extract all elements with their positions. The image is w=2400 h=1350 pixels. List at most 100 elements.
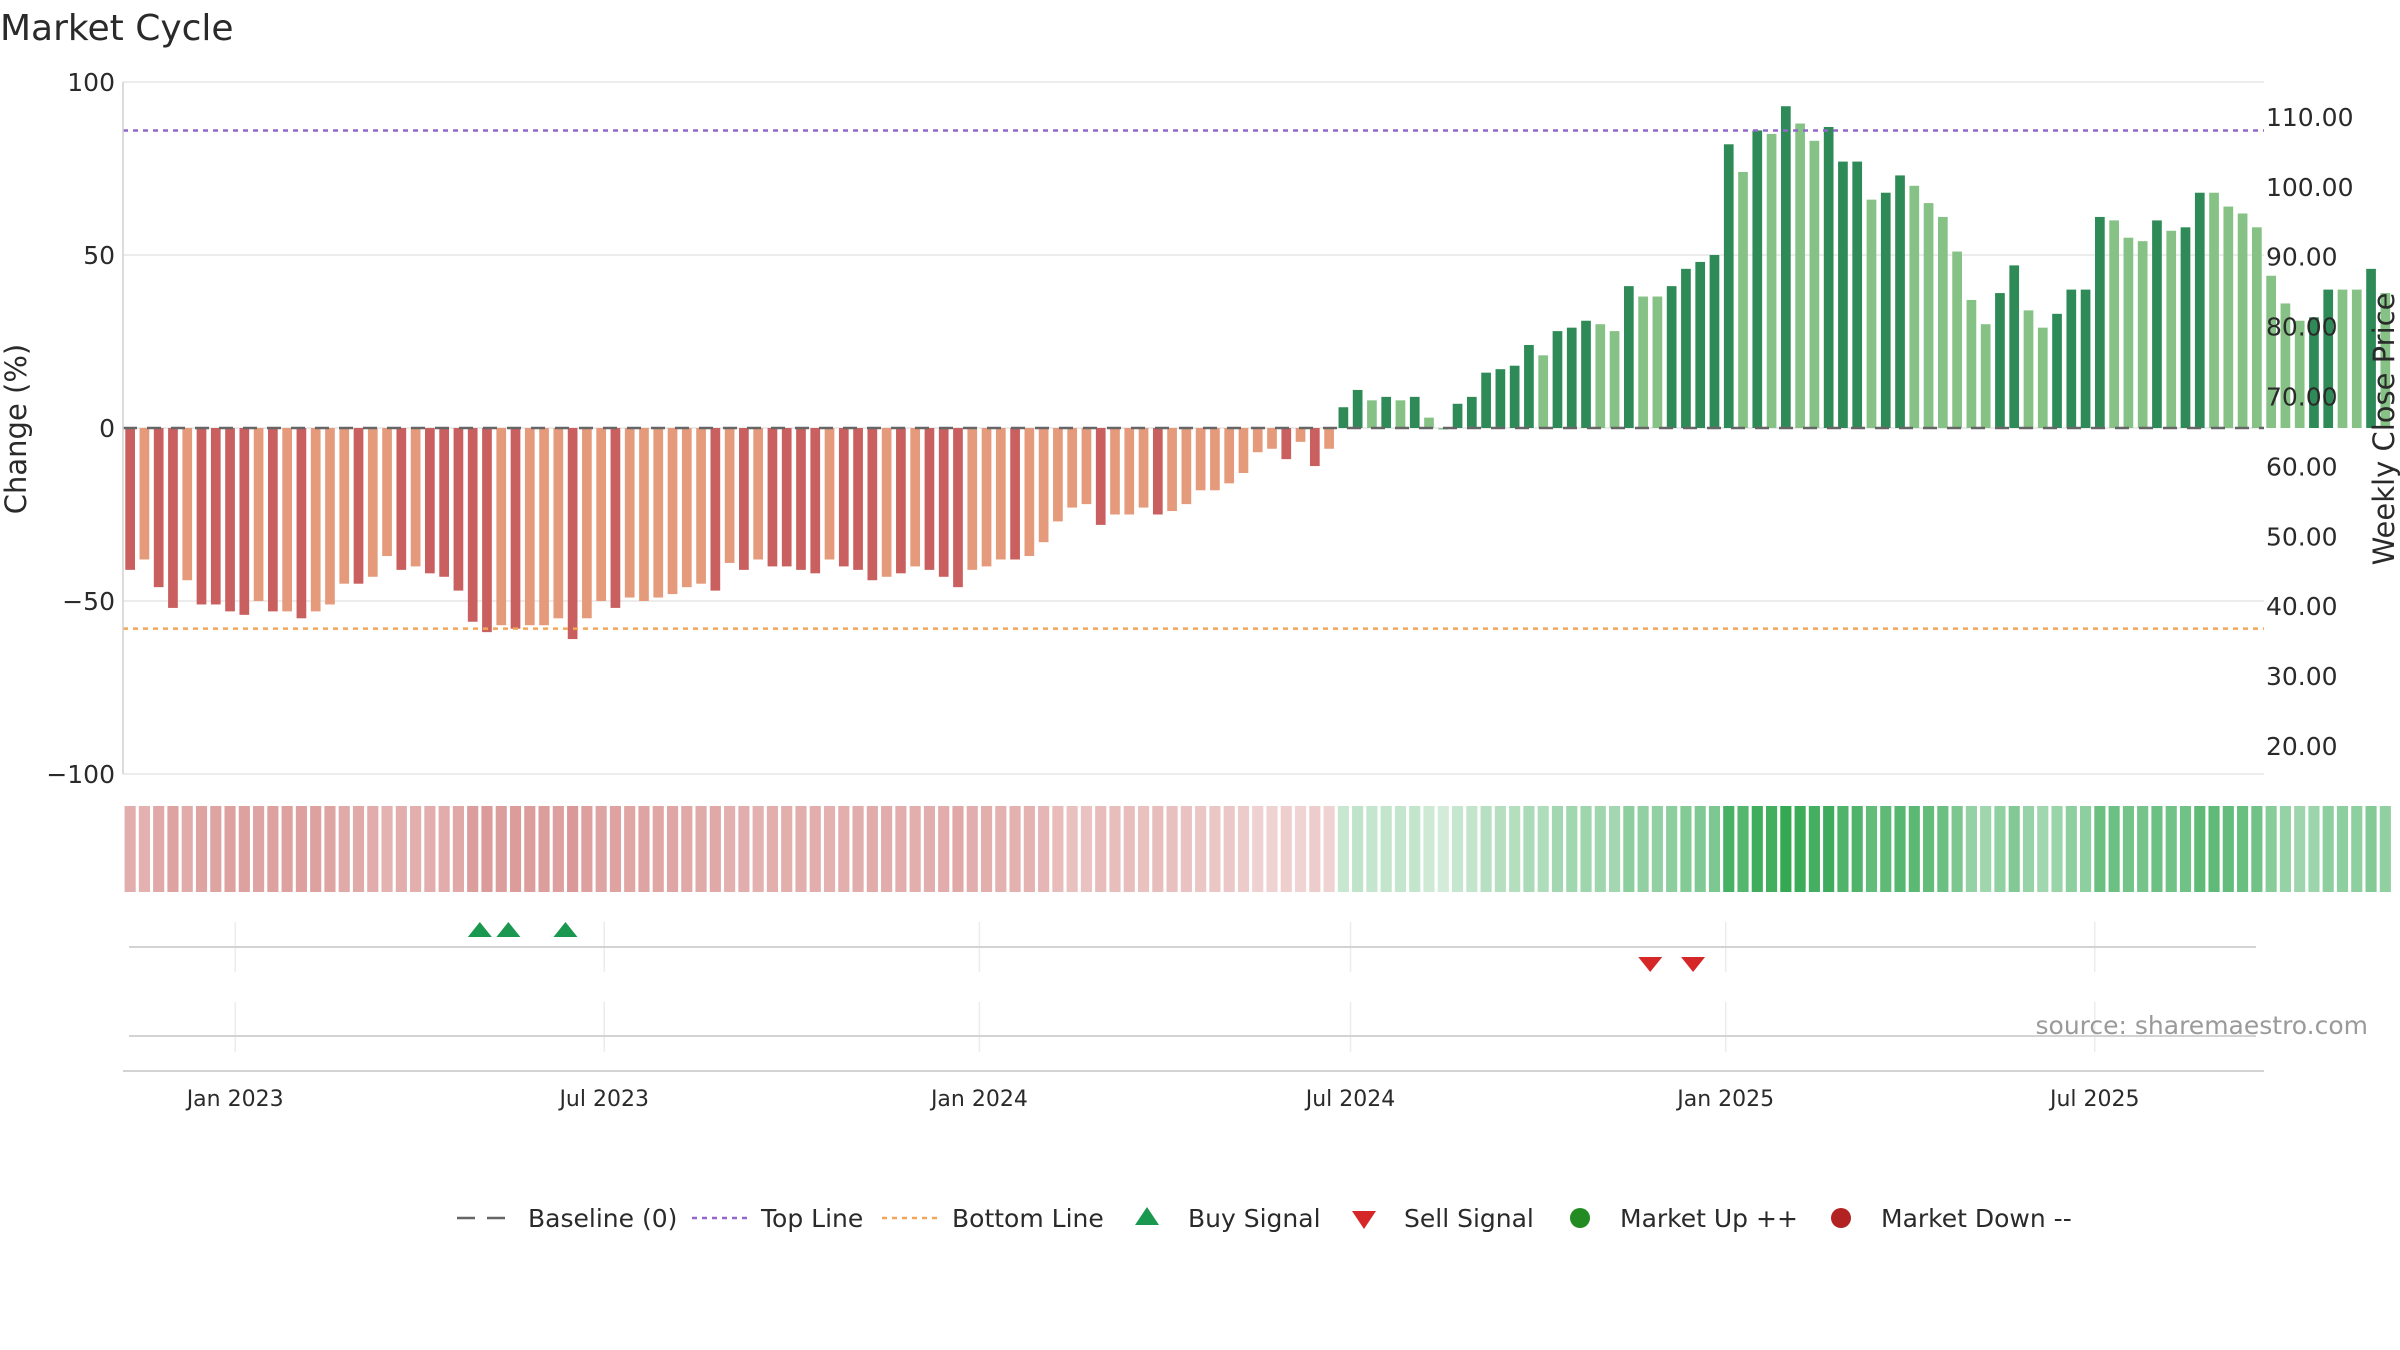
change-bar <box>1152 428 1163 515</box>
change-bar <box>953 428 963 588</box>
change-bar <box>796 428 806 570</box>
change-bar <box>396 428 407 570</box>
change-bar <box>1167 428 1177 512</box>
legend-item-market-up: Market Up ++ <box>1570 1204 1798 1233</box>
change-bar <box>1395 400 1406 428</box>
buy-signal-icon <box>1135 1207 1159 1225</box>
legend-item-bottom-line: Bottom Line <box>882 1204 1104 1233</box>
change-bar <box>582 428 592 619</box>
heat-cell <box>1437 806 1449 892</box>
change-bar <box>2123 237 2134 428</box>
heat-cell <box>295 806 307 892</box>
change-bar <box>1609 331 1620 428</box>
change-bar <box>696 428 706 584</box>
change-bar <box>710 428 721 591</box>
change-bar <box>196 428 207 605</box>
change-bar <box>439 428 450 577</box>
change-bar <box>2309 317 2319 428</box>
heat-cell <box>1637 806 1649 892</box>
change-bar <box>1352 389 1363 428</box>
heat-cell <box>167 806 179 892</box>
heat-cell <box>1052 806 1064 892</box>
change-bar <box>1723 144 1734 428</box>
heat-cell <box>1323 806 1335 892</box>
change-bar <box>1623 286 1634 428</box>
change-bar <box>510 428 521 629</box>
heat-cell <box>1965 806 1977 892</box>
heat-cell <box>995 806 1007 892</box>
heat-cell <box>1908 806 1920 892</box>
change-bar <box>1024 428 1035 557</box>
heat-cell <box>1723 806 1735 892</box>
legend-label: Market Down -- <box>1881 1204 2072 1233</box>
heat-cell <box>2279 806 2291 892</box>
change-bar <box>268 428 278 612</box>
heat-cell <box>666 806 679 892</box>
change-bar <box>482 428 492 633</box>
heat-cell <box>395 806 407 892</box>
heat-cell <box>238 806 250 892</box>
heat-cell <box>1109 806 1121 892</box>
heat-cell <box>1851 806 1863 892</box>
heat-cell <box>538 806 550 892</box>
heat-cell <box>124 806 136 892</box>
y2-tick-label: 50.00 <box>2266 522 2338 551</box>
heat-cell <box>2165 806 2177 892</box>
y-tick-label: −100 <box>46 760 115 789</box>
heat-cell <box>324 806 336 892</box>
change-bar <box>739 428 749 570</box>
heat-cell <box>1209 806 1221 892</box>
heat-cell <box>1195 806 1207 892</box>
heat-cell <box>1409 806 1421 892</box>
change-bar <box>2237 213 2248 428</box>
change-bar <box>681 428 692 588</box>
change-bar <box>867 428 878 581</box>
change-bar <box>2223 206 2234 428</box>
heat-cell <box>766 806 779 892</box>
heat-cell <box>1994 806 2006 892</box>
heat-cell <box>795 806 807 892</box>
heat-cell <box>481 806 493 892</box>
change-bar <box>1295 428 1306 442</box>
heat-cell <box>1751 806 1763 892</box>
y-tick-label: 100 <box>67 68 115 97</box>
change-bar <box>1595 324 1606 428</box>
chart-title: Market Cycle <box>0 8 234 49</box>
heat-cell <box>2094 806 2106 892</box>
change-bar <box>653 428 664 598</box>
legend-label: Bottom Line <box>952 1204 1104 1233</box>
change-bar <box>1866 199 1877 428</box>
change-bar <box>2252 227 2262 428</box>
change-bar <box>1738 171 1748 428</box>
change-bar <box>881 428 892 577</box>
change-bar <box>310 428 321 612</box>
source-credit: source: sharemaestro.com <box>2036 1011 2369 1040</box>
heat-cell <box>1837 806 1849 892</box>
y2-tick-label: 80.00 <box>2266 313 2338 342</box>
change-bar <box>1466 396 1477 428</box>
change-bar <box>1495 369 1506 428</box>
change-bar <box>2266 275 2276 428</box>
heat-cell <box>1152 806 1164 892</box>
y-tick-label: 0 <box>99 414 115 443</box>
heat-cell <box>609 806 621 892</box>
heat-cell <box>2065 806 2077 892</box>
heat-cell <box>381 806 393 892</box>
heat-cell <box>1680 806 1692 892</box>
change-bar <box>2194 192 2205 428</box>
heat-cell <box>2336 806 2349 892</box>
heat-cell <box>310 806 322 892</box>
heat-cell <box>838 806 850 892</box>
heat-cell <box>1794 806 1806 892</box>
heat-cell <box>153 806 165 892</box>
change-bar <box>1666 286 1677 428</box>
change-bar <box>182 428 193 581</box>
heat-cell <box>1252 806 1264 892</box>
buy-signal-marker <box>467 922 492 937</box>
change-bar <box>1138 428 1149 508</box>
heat-cell <box>452 806 464 892</box>
heat-cell <box>980 806 993 892</box>
heat-cell <box>2308 806 2320 892</box>
change-bar <box>1581 320 1591 428</box>
heat-cell <box>524 806 536 892</box>
